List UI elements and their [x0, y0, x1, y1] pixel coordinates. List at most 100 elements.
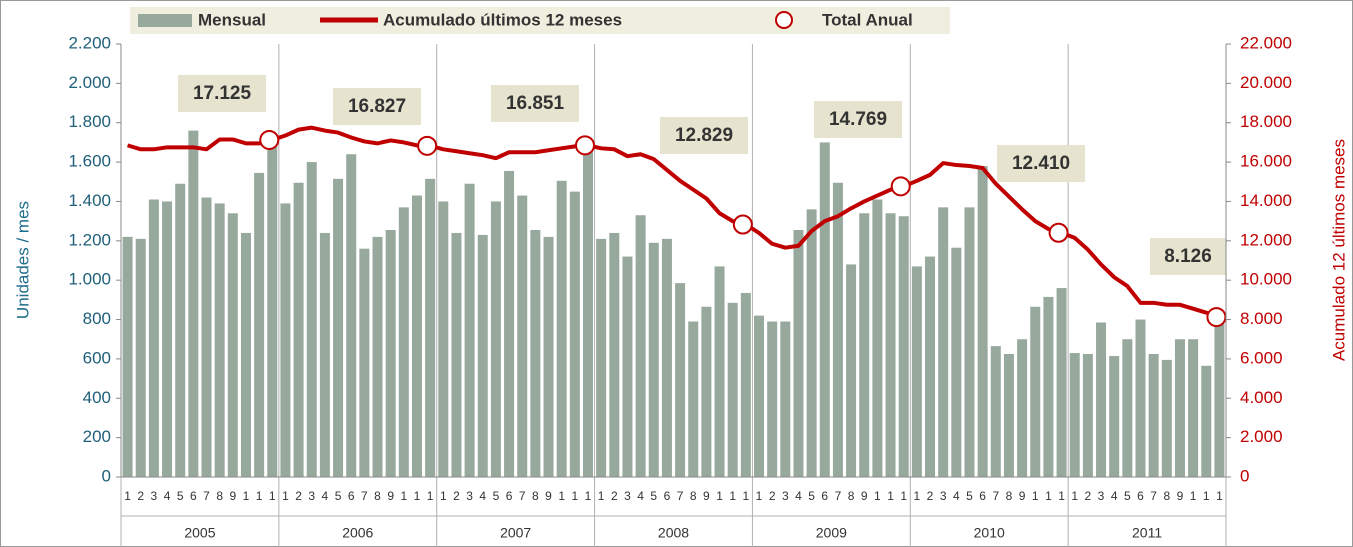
bar [569, 191, 580, 477]
x-tick-label: 5 [650, 489, 657, 503]
annotation-box [178, 75, 266, 112]
bar [701, 306, 712, 477]
bar [293, 182, 304, 477]
x-tick-label: 5 [1124, 489, 1131, 503]
bar [346, 154, 357, 477]
annotation-label: 8.126 [1164, 246, 1212, 267]
annotation-label: 12.410 [1012, 153, 1070, 174]
bar [793, 229, 804, 477]
bar [1096, 322, 1107, 477]
y2-tick-label: 22.000 [1240, 33, 1292, 52]
bar [754, 315, 765, 477]
y-tick-label: 2.200 [68, 33, 111, 52]
annual-marker [890, 176, 911, 197]
legend-label: Total Anual [822, 10, 913, 29]
bar [990, 346, 1001, 477]
annotation-box [491, 85, 579, 122]
x-tick-label: 9 [545, 489, 552, 503]
legend-swatch [138, 14, 192, 27]
x-tick-label: 3 [1098, 489, 1105, 503]
bar [714, 266, 725, 477]
bar [622, 256, 633, 477]
x-tick-label: 8 [374, 489, 381, 503]
x-tick-label: 1 [558, 489, 565, 503]
bar [1188, 339, 1199, 477]
bar [201, 197, 212, 477]
x-tick-label: 3 [940, 489, 947, 503]
x-tick-label: 4 [1111, 489, 1118, 503]
y-tick-label: 2.000 [68, 73, 111, 92]
year-label: 2007 [500, 525, 531, 541]
bar [162, 201, 173, 478]
x-tick-label: 8 [690, 489, 697, 503]
x-tick-label: 1 [887, 489, 894, 503]
year-label: 2008 [658, 525, 689, 541]
x-tick-label: 3 [151, 489, 158, 503]
y2-tick-label: 6.000 [1240, 348, 1283, 367]
x-tick-label: 2 [1085, 489, 1092, 503]
x-tick-label: 1 [1032, 489, 1039, 503]
y-tick-label: 1.200 [68, 230, 111, 249]
bar [477, 234, 488, 477]
x-tick-label: 6 [821, 489, 828, 503]
year-label: 2009 [816, 525, 847, 541]
bar [333, 178, 344, 478]
bar [306, 162, 317, 477]
bar [385, 229, 396, 477]
bar [1030, 306, 1041, 477]
bar [122, 236, 133, 477]
bar [148, 199, 159, 477]
bar [859, 213, 870, 477]
year-label: 2011 [1132, 525, 1162, 541]
bar [977, 166, 988, 477]
annotation-label: 14.769 [829, 109, 887, 130]
y2-tick-label: 20.000 [1240, 73, 1292, 92]
bar [175, 183, 186, 477]
x-tick-label: 5 [177, 489, 184, 503]
annotation-label: 12.829 [675, 125, 733, 146]
bar [846, 264, 857, 477]
bar [1056, 288, 1067, 477]
bar [582, 144, 593, 478]
bar [1201, 365, 1212, 477]
bar [490, 201, 501, 478]
x-tick-label: 9 [229, 489, 236, 503]
bar [767, 321, 778, 477]
bar [1161, 359, 1172, 477]
y2-tick-label: 12.000 [1240, 230, 1292, 249]
x-tick-label: 9 [703, 489, 710, 503]
bar [1122, 339, 1133, 477]
x-tick-label: 8 [1163, 489, 1170, 503]
year-label: 2005 [184, 525, 215, 541]
x-tick-label: 1 [1203, 489, 1210, 503]
x-tick-label: 1 [716, 489, 723, 503]
y2-tick-label: 0 [1240, 466, 1249, 485]
x-tick-label: 5 [493, 489, 500, 503]
bar [451, 232, 462, 477]
bar [1017, 339, 1028, 477]
x-tick-label: 1 [900, 489, 907, 503]
x-tick-label: 9 [1177, 489, 1184, 503]
y2-tick-label: 4.000 [1240, 388, 1283, 407]
x-tick-label: 7 [835, 489, 842, 503]
bar [951, 247, 962, 477]
x-tick-label: 8 [216, 489, 223, 503]
y-tick-label: 1.000 [68, 270, 111, 289]
bar [425, 178, 436, 478]
bar [543, 236, 554, 477]
y2-tick-label: 10.000 [1240, 270, 1292, 289]
bar [819, 142, 830, 477]
bar [648, 242, 659, 477]
y-tick-label: 800 [83, 309, 111, 328]
bar [240, 232, 251, 477]
bar [1174, 339, 1185, 477]
annotation-box [997, 145, 1085, 182]
bar [359, 248, 370, 477]
legend-label: Acumulado últimos 12 meses [383, 10, 622, 29]
x-tick-label: 1 [729, 489, 736, 503]
x-tick-label: 6 [979, 489, 986, 503]
bar [832, 182, 843, 477]
x-tick-label: 1 [756, 489, 763, 503]
x-tick-label: 3 [624, 489, 631, 503]
x-tick-label: 1 [571, 489, 578, 503]
